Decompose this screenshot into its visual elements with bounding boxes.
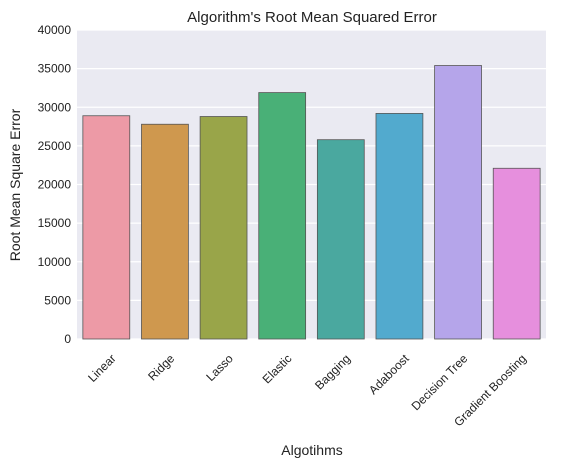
bar-gradient-boosting xyxy=(492,167,541,340)
bars xyxy=(82,65,541,340)
bar-linear xyxy=(82,115,131,340)
y-tick-label: 5000 xyxy=(44,293,71,307)
bar-decision-tree xyxy=(434,65,482,340)
bar-ridge xyxy=(141,123,189,340)
y-tick-label: 40000 xyxy=(38,23,72,37)
bar-bagging xyxy=(316,139,365,340)
y-axis-label: Root Mean Square Error xyxy=(7,108,23,261)
x-tick-label-decision-tree: Decision Tree xyxy=(409,351,471,413)
y-tick-label: 0 xyxy=(64,332,71,346)
x-tick-label-lasso: Lasso xyxy=(203,351,236,384)
x-axis-label: Algotihms xyxy=(281,442,342,458)
x-tick-label-ridge: Ridge xyxy=(145,351,177,383)
y-tick-labels: 0 5000 10000 15000 20000 25000 30000 35000 40000 xyxy=(38,23,72,346)
y-tick-label: 25000 xyxy=(38,139,72,153)
y-tick-label: 15000 xyxy=(38,216,72,230)
y-tick-label: 35000 xyxy=(38,62,72,76)
bar-lasso xyxy=(199,116,248,340)
y-tick-label: 30000 xyxy=(38,100,72,114)
y-tick-label: 10000 xyxy=(38,255,72,269)
x-tick-label-linear: Linear xyxy=(85,351,118,384)
x-tick-label-adaboost: Adaboost xyxy=(366,351,412,397)
x-tick-labels: Linear Ridge Lasso Elastic Bagging AdaboostDe… xyxy=(85,351,529,429)
y-tick-label: 20000 xyxy=(38,178,72,192)
bar-elastic xyxy=(258,92,307,340)
x-tick-label-bagging: Bagging xyxy=(312,351,353,392)
bar-adaboost xyxy=(375,113,424,340)
chart-title: Algorithm's Root Mean Squared Error xyxy=(187,9,437,26)
x-tick-label-elastic: Elastic xyxy=(260,351,295,386)
